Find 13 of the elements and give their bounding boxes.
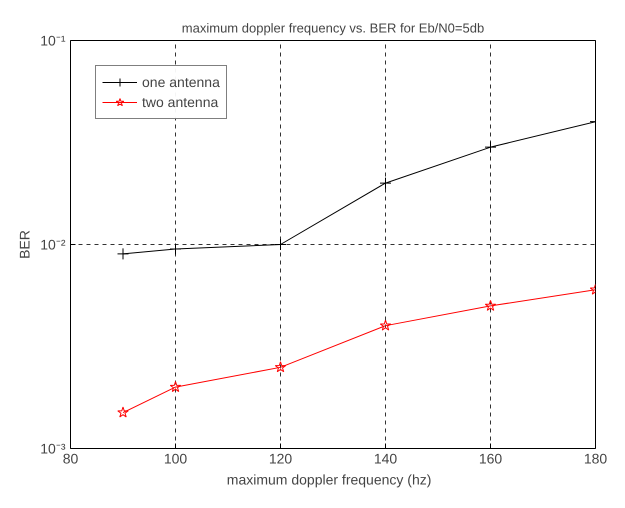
x-tick-label: 100: [164, 450, 188, 466]
x-tick-label: 120: [268, 450, 292, 466]
x-tick-label: 80: [62, 450, 78, 466]
x-tick-label: 140: [374, 450, 398, 466]
x-tick-label: 160: [478, 450, 502, 466]
y-tick-label: 10⁻²: [40, 236, 66, 252]
y-axis-title: BER: [16, 230, 32, 259]
x-axis-title: maximum doppler frequency (hz): [226, 472, 432, 488]
legend-label: one antenna: [142, 74, 220, 90]
x-tick-label: 180: [584, 450, 608, 466]
y-tick-label: 10⁻¹: [40, 32, 66, 48]
legend-label: two antenna: [142, 94, 218, 110]
chart-title: maximum doppler frequency vs. BER for Eb/N0=5db: [182, 20, 484, 36]
